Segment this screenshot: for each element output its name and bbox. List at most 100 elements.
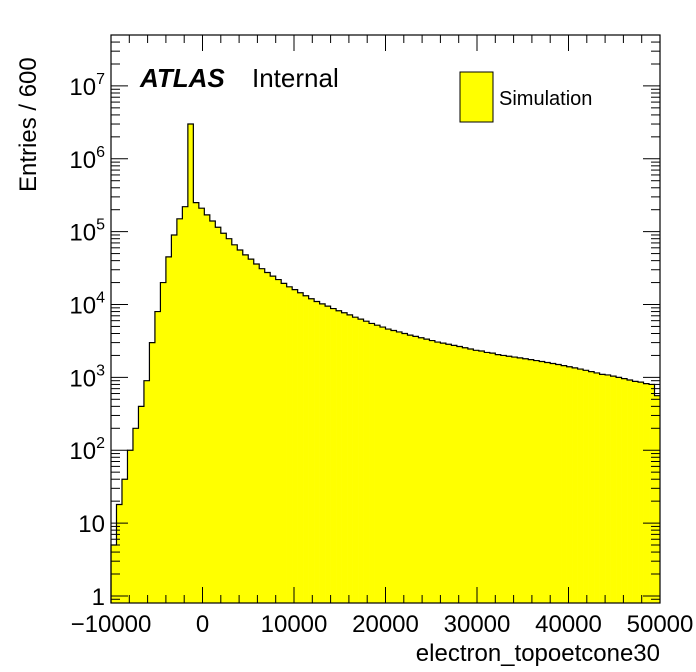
histogram-bin (248, 259, 255, 603)
histogram-bin (484, 352, 491, 603)
y-tick-label: 107 (69, 71, 105, 101)
histogram-bin (226, 238, 233, 603)
histogram-bin (330, 308, 337, 603)
histogram-bin (325, 306, 331, 603)
y-axis-title: Entries / 600 (15, 57, 42, 192)
histogram-bin (489, 353, 496, 603)
atlas-label: ATLAS (139, 63, 225, 93)
histogram-bin (583, 370, 589, 603)
y-tick-label: 102 (69, 435, 105, 465)
histogram-bin (528, 359, 535, 603)
y-tick-label: 1 (92, 584, 105, 611)
histogram-bin (165, 256, 172, 603)
histogram-bin (462, 347, 469, 603)
histogram-bin (539, 361, 546, 603)
histogram-bin (544, 362, 551, 603)
histogram-bin (632, 381, 639, 603)
histogram-bin (275, 279, 282, 603)
histogram-bin (176, 218, 183, 603)
histogram-bin (407, 335, 414, 603)
histogram-bin (434, 342, 441, 603)
histogram-bin (451, 345, 458, 603)
histogram-bin (572, 367, 578, 603)
histogram-bin (467, 349, 474, 603)
atlas-status-label: Internal (252, 63, 339, 93)
histogram-bin (358, 319, 364, 603)
histogram-bin (517, 357, 524, 603)
histogram-bin (127, 450, 134, 603)
histogram-bin (303, 295, 309, 603)
histogram-bin (215, 227, 222, 603)
histogram-bin (621, 378, 628, 603)
x-axis-title: electron_topoetcone30 (416, 640, 660, 667)
histogram-bin (561, 365, 567, 603)
legend-swatch-simulation (459, 71, 494, 123)
histogram-bin (193, 202, 200, 603)
histogram-bin (412, 336, 419, 603)
histogram-bin (319, 303, 326, 603)
histogram-bin (610, 376, 617, 603)
histogram-bin (478, 351, 485, 603)
histogram-bin (605, 374, 611, 603)
histogram-bin (423, 339, 430, 603)
histogram-bin (231, 244, 238, 603)
histogram-bin (253, 263, 260, 603)
histogram-bin (160, 282, 167, 603)
histogram-bin (237, 249, 244, 603)
histogram-bin (286, 286, 293, 603)
histogram-bin (270, 276, 276, 603)
x-tick-label: 10000 (261, 611, 328, 638)
histogram-bin (369, 323, 375, 603)
x-tick-label: 40000 (535, 611, 602, 638)
histogram-bin (555, 364, 562, 603)
histogram-bin (363, 321, 370, 603)
histogram-bin (198, 208, 205, 604)
histogram-bin (566, 366, 573, 603)
histogram-bin (187, 124, 194, 603)
histogram-bin (599, 374, 606, 603)
histogram-bin (577, 369, 584, 603)
histogram-bin (401, 333, 408, 603)
y-tick-label: 106 (69, 144, 105, 174)
histogram-bin (132, 428, 139, 603)
histogram-bin (500, 355, 507, 603)
histogram-bin (220, 233, 227, 604)
histogram-bin (297, 292, 304, 603)
histogram-bin (336, 310, 342, 603)
histogram-bin (209, 220, 216, 604)
histogram-bin (154, 311, 161, 603)
histogram-bin (385, 329, 392, 603)
histogram-bin (138, 406, 145, 603)
histogram-bin (314, 301, 320, 603)
histogram-bin (396, 331, 403, 603)
x-tick-label: 50000 (627, 611, 694, 638)
histogram-bin (242, 254, 249, 603)
histogram-bin (374, 325, 381, 603)
x-tick-labels: −10000 0 10000 20000 30000 40000 50000 (71, 611, 694, 638)
histogram-bin (281, 283, 287, 603)
histogram-bin (390, 330, 397, 603)
histogram-bin (588, 371, 595, 603)
histogram-bin (506, 356, 513, 603)
x-tick-label: −10000 (71, 611, 152, 638)
histogram-bin (149, 342, 156, 603)
histogram-bin (643, 383, 650, 603)
y-tick-labels: 1 10 102 103 104 105 106 107 (69, 71, 105, 611)
histogram-bin (429, 340, 436, 603)
histogram-bin (638, 382, 644, 603)
histogram-bin (259, 268, 266, 603)
histogram-bin (456, 346, 463, 603)
axis-ticks (110, 34, 661, 604)
histogram-bars (110, 123, 661, 604)
histogram-bin (649, 384, 655, 603)
histogram-bin (264, 272, 271, 603)
legend-label-simulation: Simulation (499, 88, 592, 110)
legend: Simulation (459, 71, 592, 123)
histogram-bin (204, 214, 211, 603)
histogram-bin (594, 372, 600, 603)
histogram-bin (511, 357, 518, 603)
x-tick-label: 30000 (444, 611, 511, 638)
histogram-bin (116, 504, 123, 603)
histogram-bin (473, 350, 480, 603)
